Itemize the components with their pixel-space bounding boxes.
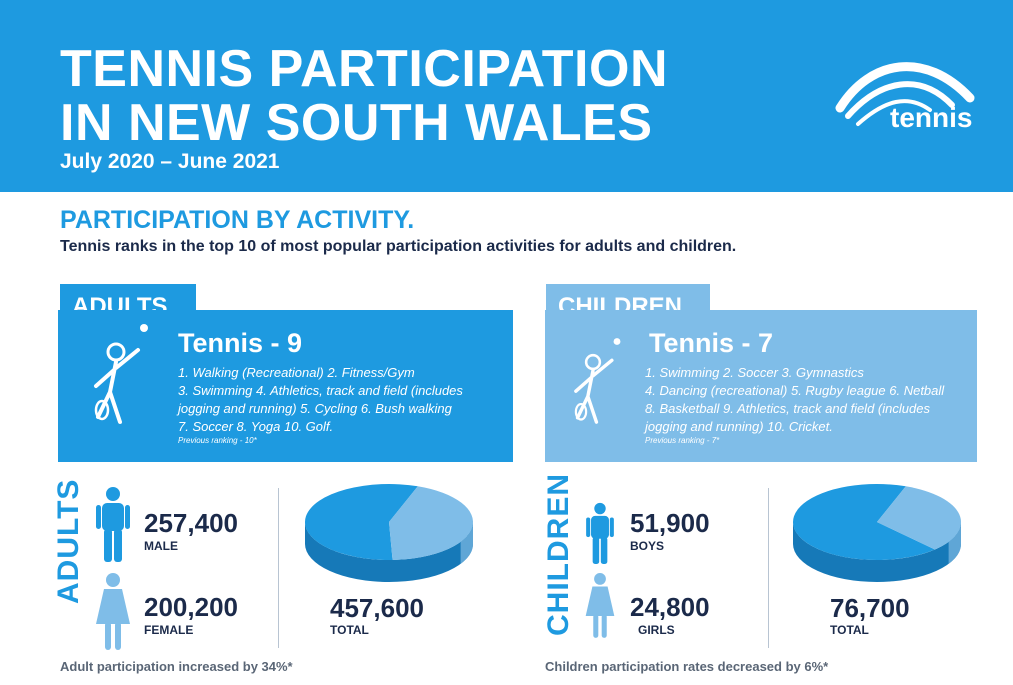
female-person-icon [96, 573, 130, 650]
list-item: 1. Swimming 2. Soccer 3. Gymnastics [645, 365, 864, 380]
pie-side-slice [460, 522, 473, 564]
girls-label: GIRLS [638, 623, 675, 637]
header-banner: TENNIS PARTICIPATION IN NEW SOUTH WALES … [0, 0, 1013, 192]
adults-pie-chart [304, 484, 473, 582]
adults-panel-title: Tennis - 9 [178, 328, 303, 358]
male-label: MALE [144, 539, 178, 553]
adults-panel: Tennis - 9 1. Walking (Recreational) 2. … [58, 310, 513, 462]
female-count: 200,200 [144, 592, 238, 622]
male-person-icon [96, 487, 130, 562]
male-person-icon [586, 502, 614, 564]
pie-slice-male [304, 484, 418, 560]
list-item: jogging and running) 10. Cricket. [645, 419, 833, 434]
logo-text: tennis [890, 102, 973, 133]
pie-slice-female [389, 486, 473, 560]
section-subheading: Tennis ranks in the top 10 of most popul… [60, 238, 737, 255]
children-pie-chart [793, 484, 961, 582]
adults-vertical-label: ADULTS [52, 478, 85, 604]
boys-label: BOYS [630, 539, 665, 553]
tennis-logo-icon [835, 62, 975, 126]
children-vertical-label: CHILDREN [542, 473, 575, 636]
tennis-player-icon [94, 324, 148, 424]
children-footnote: Children participation rates decreased b… [545, 659, 829, 674]
adults-divider [278, 488, 279, 648]
list-item: 7. Soccer 8. Yoga 10. Golf. [178, 419, 334, 434]
female-label: FEMALE [144, 623, 194, 637]
adults-activity-list: 1. Walking (Recreational) 2. Fitness/Gym… [178, 364, 463, 436]
pie-slice-girls [877, 486, 961, 550]
title-line-1: TENNIS PARTICIPATION [60, 40, 668, 98]
list-item: 1. Walking (Recreational) 2. Fitness/Gym [178, 365, 415, 380]
children-divider [768, 488, 769, 648]
list-item: 8. Basketball 9. Athletics, track and fi… [645, 401, 930, 416]
boys-count: 51,900 [630, 508, 710, 538]
list-item: jogging and running) 5. Cycling 6. Bush … [178, 401, 452, 416]
pie-side [305, 522, 473, 582]
adults-total-label: TOTAL [330, 623, 369, 637]
pie-side [793, 522, 961, 582]
children-panel: Tennis - 7 1. Swimming 2. Soccer 3. Gymn… [545, 310, 977, 462]
children-previous-ranking: Previous ranking - 7* [645, 436, 720, 445]
page-title: TENNIS PARTICIPATION IN NEW SOUTH WALES [60, 42, 668, 150]
adults-footnote: Adult participation increased by 34%* [60, 659, 293, 674]
children-total-label: TOTAL [830, 623, 869, 637]
title-line-2: IN NEW SOUTH WALES [60, 94, 653, 152]
children-panel-title: Tennis - 7 [649, 328, 774, 358]
adults-previous-ranking: Previous ranking - 10* [178, 436, 257, 445]
female-person-icon [585, 573, 615, 638]
list-item: 3. Swimming 4. Athletics, track and fiel… [178, 383, 463, 398]
pie-slice-boys [793, 484, 935, 560]
children-total: 76,700 [830, 593, 910, 623]
girls-count: 24,800 [630, 592, 710, 622]
male-count: 257,400 [144, 508, 238, 538]
adults-total: 457,600 [330, 593, 424, 623]
list-item: 4. Dancing (recreational) 5. Rugby leagu… [645, 383, 945, 398]
date-range: July 2020 – June 2021 [60, 150, 280, 173]
tennis-player-icon [574, 338, 621, 424]
pie-side-slice [948, 522, 961, 564]
section-heading: PARTICIPATION BY ACTIVITY. [60, 206, 415, 234]
children-activity-list: 1. Swimming 2. Soccer 3. Gymnastics 4. D… [645, 364, 944, 436]
